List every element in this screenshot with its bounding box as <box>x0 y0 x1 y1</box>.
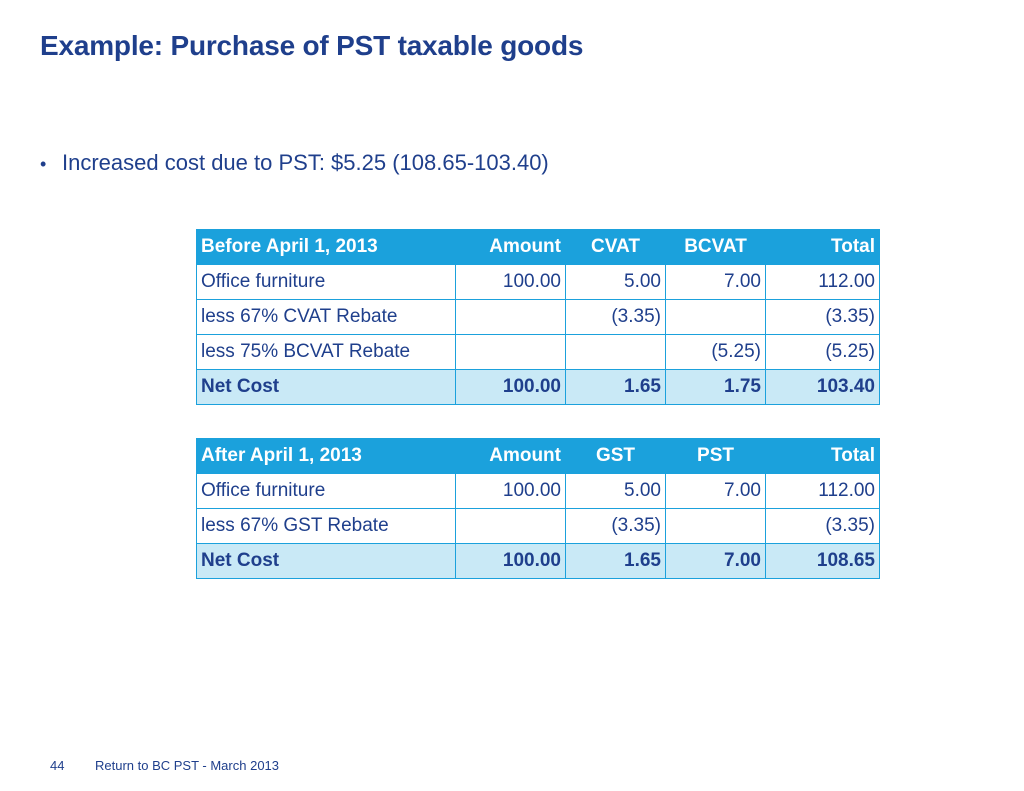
cell-cvat: (3.35) <box>565 299 666 335</box>
cell-amount: 100.00 <box>455 473 566 509</box>
cell-gst: (3.35) <box>565 508 666 544</box>
cell-description: Net Cost <box>196 543 456 579</box>
table-before-april-2013: Before April 1, 2013 Amount CVAT BCVAT T… <box>196 229 880 405</box>
header-amount: Amount <box>455 229 566 265</box>
cell-gst: 1.65 <box>565 543 666 579</box>
cell-total: (3.35) <box>765 508 880 544</box>
cell-gst: 5.00 <box>565 473 666 509</box>
cell-total: 103.40 <box>765 369 880 405</box>
cell-description: Net Cost <box>196 369 456 405</box>
cell-bcvat: 7.00 <box>665 264 766 300</box>
page-number: 44 <box>50 758 65 773</box>
cell-total: 112.00 <box>765 264 880 300</box>
net-cost-row: Net Cost 100.00 1.65 1.75 103.40 <box>196 369 880 405</box>
cell-description: less 75% BCVAT Rebate <box>196 334 456 370</box>
cell-bcvat: (5.25) <box>665 334 766 370</box>
cell-amount: 100.00 <box>455 543 566 579</box>
cell-pst: 7.00 <box>665 543 766 579</box>
cell-total: (3.35) <box>765 299 880 335</box>
header-total: Total <box>765 438 880 474</box>
footer-text: Return to BC PST - March 2013 <box>95 758 280 773</box>
cell-total: 108.65 <box>765 543 880 579</box>
cell-amount <box>455 508 566 544</box>
cell-description: less 67% GST Rebate <box>196 508 456 544</box>
table-header-row: After April 1, 2013 Amount GST PST Total <box>196 438 880 474</box>
table-row: Office furniture 100.00 5.00 7.00 112.00 <box>196 264 880 300</box>
header-cvat: CVAT <box>565 229 666 265</box>
header-amount: Amount <box>455 438 566 474</box>
bullet-list: • Increased cost due to PST: $5.25 (108.… <box>40 150 549 176</box>
table-row: less 67% GST Rebate (3.35) (3.35) <box>196 508 880 544</box>
table-row: Office furniture 100.00 5.00 7.00 112.00 <box>196 473 880 509</box>
cell-cvat: 1.65 <box>565 369 666 405</box>
header-bcvat: BCVAT <box>665 229 766 265</box>
cell-pst: 7.00 <box>665 473 766 509</box>
cell-description: less 67% CVAT Rebate <box>196 299 456 335</box>
table-header-row: Before April 1, 2013 Amount CVAT BCVAT T… <box>196 229 880 265</box>
cell-amount <box>455 299 566 335</box>
cell-total: (5.25) <box>765 334 880 370</box>
net-cost-row: Net Cost 100.00 1.65 7.00 108.65 <box>196 543 880 579</box>
table-row: less 75% BCVAT Rebate (5.25) (5.25) <box>196 334 880 370</box>
cell-bcvat <box>665 299 766 335</box>
table-row: less 67% CVAT Rebate (3.35) (3.35) <box>196 299 880 335</box>
bullet-item: • Increased cost due to PST: $5.25 (108.… <box>40 150 549 176</box>
cell-bcvat: 1.75 <box>665 369 766 405</box>
table-after-april-2013: After April 1, 2013 Amount GST PST Total… <box>196 438 880 579</box>
header-period: After April 1, 2013 <box>196 438 456 474</box>
bullet-dot-icon: • <box>40 154 47 174</box>
header-gst: GST <box>565 438 666 474</box>
cell-cvat: 5.00 <box>565 264 666 300</box>
cell-amount: 100.00 <box>455 264 566 300</box>
cell-total: 112.00 <box>765 473 880 509</box>
cell-description: Office furniture <box>196 264 456 300</box>
cell-amount: 100.00 <box>455 369 566 405</box>
cell-description: Office furniture <box>196 473 456 509</box>
cell-pst <box>665 508 766 544</box>
header-total: Total <box>765 229 880 265</box>
header-period: Before April 1, 2013 <box>196 229 456 265</box>
cell-amount <box>455 334 566 370</box>
cell-cvat <box>565 334 666 370</box>
slide-title: Example: Purchase of PST taxable goods <box>40 30 584 61</box>
header-pst: PST <box>665 438 766 474</box>
bullet-text: Increased cost due to PST: $5.25 (108.65… <box>62 150 549 175</box>
